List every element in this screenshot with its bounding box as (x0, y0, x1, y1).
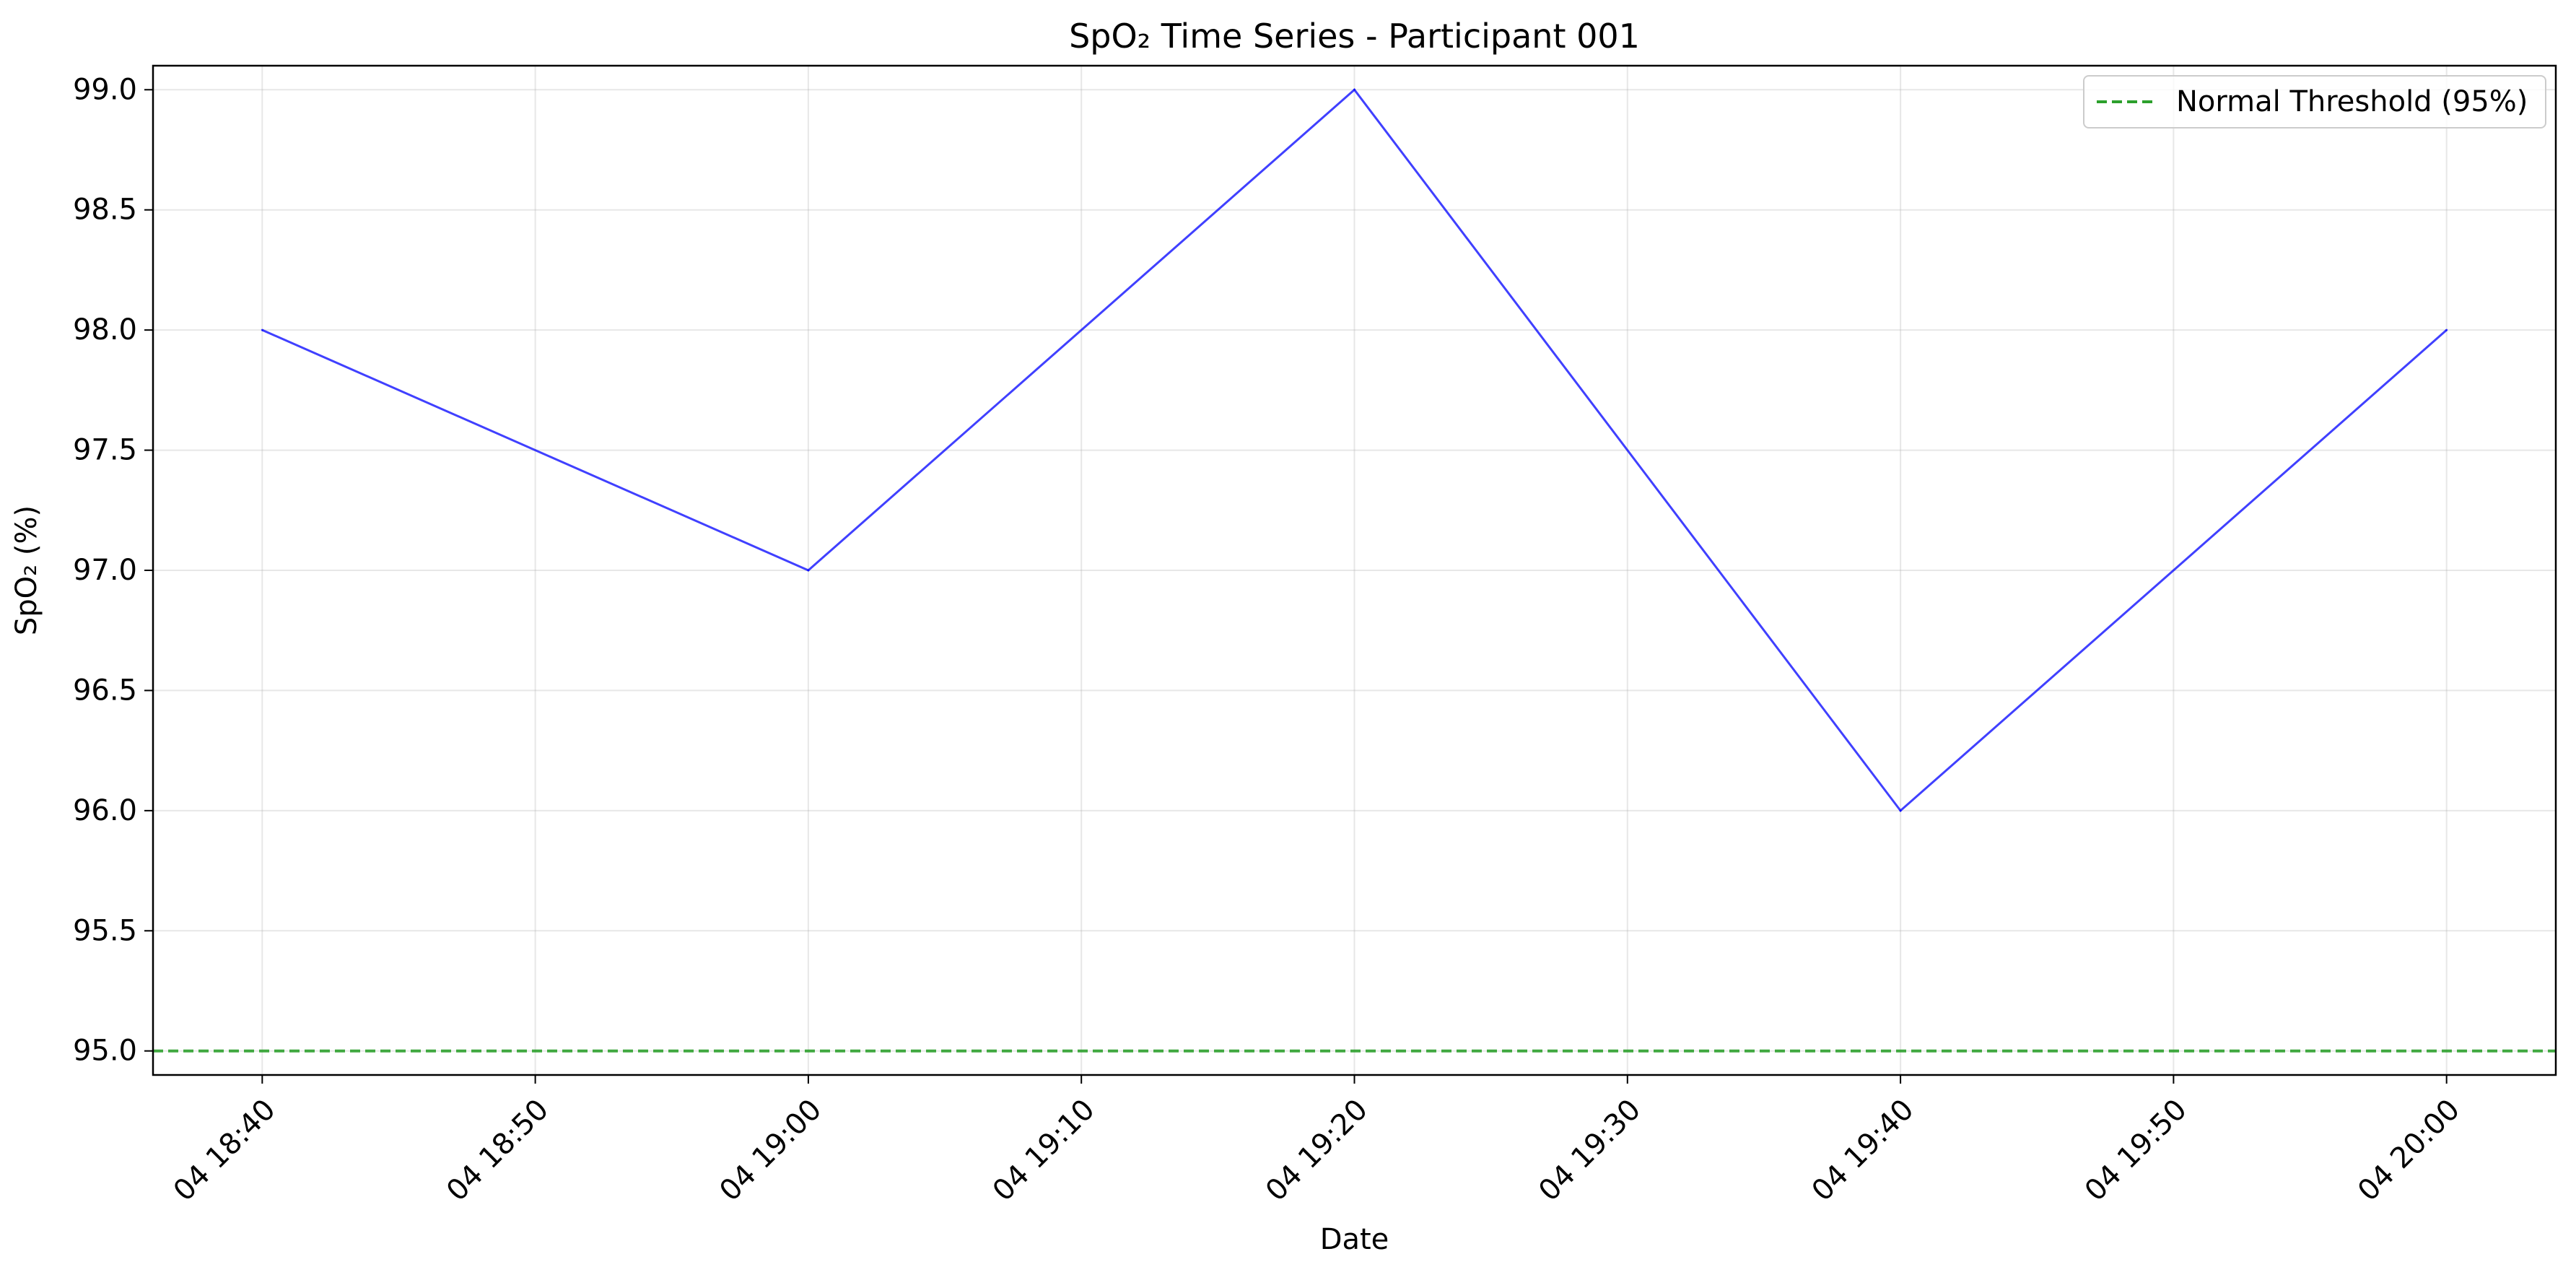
data-point (261, 328, 263, 331)
y-tick-label: 99.0 (73, 73, 137, 106)
y-tick-label: 96.0 (73, 794, 137, 827)
chart-title: SpO₂ Time Series - Participant 001 (1069, 17, 1640, 56)
y-axis-label: SpO₂ (%) (10, 505, 43, 635)
y-tick-label: 97.5 (73, 434, 137, 467)
series-layer (261, 88, 2448, 813)
data-point (2445, 328, 2448, 331)
legend-label-threshold: Normal Threshold (95%) (2176, 85, 2528, 118)
legend: Normal Threshold (95%) (2083, 75, 2546, 129)
data-point (807, 569, 810, 572)
data-point (1899, 809, 1902, 812)
legend-box (2083, 75, 2546, 129)
y-tick-label: 95.0 (73, 1035, 137, 1068)
y-tick-label: 95.5 (73, 914, 137, 947)
y-tick-label: 98.0 (73, 313, 137, 347)
y-tick-label: 98.5 (73, 193, 137, 227)
data-point (1353, 88, 1355, 91)
y-tick-label: 97.0 (73, 554, 137, 587)
y-tick-label: 96.5 (73, 674, 137, 707)
x-axis-label: Date (1320, 1223, 1389, 1256)
